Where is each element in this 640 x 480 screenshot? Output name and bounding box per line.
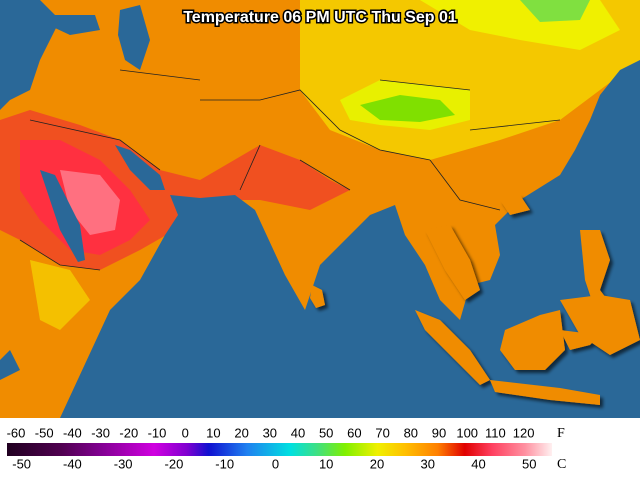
hot-region — [60, 170, 120, 235]
cool-region — [520, 0, 590, 22]
celsius-tick-label: -30 — [114, 456, 133, 471]
sea — [0, 0, 60, 110]
fahrenheit-tick-label: 50 — [319, 425, 333, 440]
fahrenheit-tick-label: 110 — [485, 425, 506, 440]
fahrenheit-tick-label: 20 — [234, 425, 248, 440]
unit-label: F — [557, 426, 565, 441]
celsius-tick-label: 20 — [370, 456, 384, 471]
unit-label: C — [557, 457, 566, 472]
fahrenheit-tick-label: 10 — [206, 425, 220, 440]
celsius-tick-label: 30 — [420, 456, 434, 471]
warm-region — [30, 260, 90, 330]
sea — [118, 5, 150, 70]
cool-region — [360, 95, 455, 122]
fahrenheit-tick-label: -20 — [119, 425, 138, 440]
sea — [0, 350, 20, 380]
gulf — [115, 145, 165, 190]
fahrenheit-tick-label: 40 — [291, 425, 305, 440]
islands — [310, 195, 640, 405]
celsius-tick-label: 10 — [319, 456, 333, 471]
fahrenheit-tick-label: 70 — [375, 425, 389, 440]
fahrenheit-tick-label: -30 — [91, 425, 110, 440]
fahrenheit-tick-label: 80 — [404, 425, 418, 440]
map — [0, 0, 640, 418]
red-sea — [40, 170, 85, 262]
fahrenheit-tick-label: -10 — [148, 425, 167, 440]
fahrenheit-tick-label: -50 — [35, 425, 54, 440]
color-scale — [7, 443, 552, 456]
fahrenheit-tick-label: -60 — [7, 425, 26, 440]
fahrenheit-tick-label: 30 — [263, 425, 277, 440]
celsius-tick-label: -10 — [215, 456, 234, 471]
celsius-tick-label: -40 — [63, 456, 82, 471]
map-title: Temperature 06 PM UTC Thu Sep 01 — [183, 9, 457, 26]
fahrenheit-tick-label: 100 — [456, 425, 478, 440]
celsius-tick-label: 0 — [272, 456, 279, 471]
fahrenheit-tick-label: 120 — [513, 425, 535, 440]
fahrenheit-tick-label: -40 — [63, 425, 82, 440]
fahrenheit-tick-label: 90 — [432, 425, 446, 440]
celsius-tick-label: 50 — [522, 456, 536, 471]
celsius-tick-label: 40 — [471, 456, 485, 471]
legend: F C -60 -50 -40 -30 -20 -10 0 10 20 30 40 50 60 70 80 9… — [7, 425, 567, 472]
fahrenheit-tick-label: 0 — [182, 425, 189, 440]
celsius-tick-label: -20 — [165, 456, 184, 471]
celsius-tick-label: -50 — [12, 456, 31, 471]
ocean — [60, 60, 640, 418]
fahrenheit-tick-label: 60 — [347, 425, 361, 440]
sea — [55, 15, 100, 35]
